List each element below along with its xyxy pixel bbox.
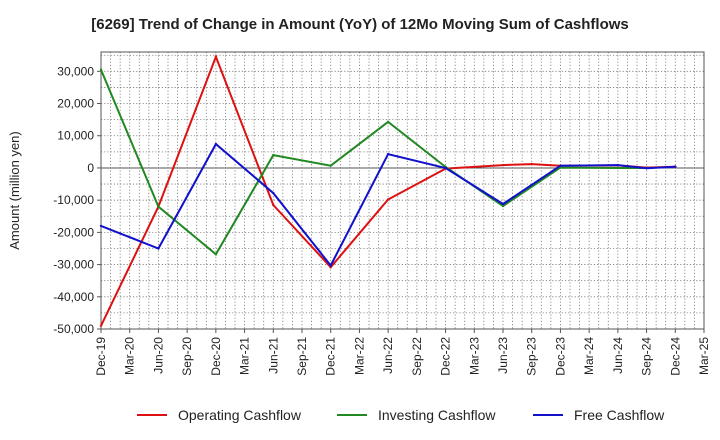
plot-area: [101, 52, 704, 329]
y-tick-label: -50,000: [53, 322, 94, 336]
data-point: [386, 198, 390, 201]
data-point: [157, 247, 160, 250]
y-tick-label: -20,000: [53, 225, 94, 239]
data-point: [99, 324, 103, 327]
x-tick-label: Mar-22: [352, 337, 366, 375]
legend-label: Investing Cashflow: [378, 407, 496, 423]
data-point: [616, 163, 620, 167]
legend-label: Free Cashflow: [574, 407, 665, 423]
data-point: [501, 204, 505, 208]
y-tick-label: 30,000: [57, 64, 94, 78]
x-tick-label: Dec-20: [209, 337, 223, 376]
data-point: [272, 191, 275, 195]
data-point: [501, 163, 505, 167]
data-point: [99, 68, 103, 71]
x-tick-label: Sep-21: [295, 337, 309, 376]
data-point: [559, 164, 562, 167]
series-line-2: [100, 142, 676, 268]
data-point: [329, 266, 332, 269]
x-tick-label: Sep-20: [180, 337, 194, 376]
chart-title: [6269] Trend of Change in Amount (YoY) o…: [91, 16, 629, 33]
data-point: [501, 202, 505, 206]
x-tick-label: Sep-23: [525, 337, 539, 376]
data-point: [214, 253, 218, 256]
legend-label: Operating Cashflow: [178, 407, 302, 423]
x-tick-label: Jun-21: [266, 337, 280, 374]
y-tick-label: -40,000: [53, 290, 94, 304]
y-tick-label: -10,000: [53, 193, 94, 207]
x-tick-label: Dec-19: [94, 337, 108, 376]
x-tick-label: Dec-23: [553, 337, 567, 376]
y-tick-label: 0: [87, 161, 94, 175]
data-point: [157, 205, 160, 208]
data-point: [99, 224, 103, 228]
data-point: [616, 166, 620, 170]
y-axis-title: Amount (million yen): [7, 131, 22, 250]
data-point: [329, 264, 332, 267]
x-tick-label: Dec-21: [324, 337, 338, 376]
data-point: [645, 167, 648, 170]
data-point: [329, 164, 332, 167]
x-tick-label: Jun-22: [381, 337, 395, 374]
x-tick-label: Jun-24: [611, 337, 625, 374]
data-point: [214, 142, 218, 146]
data-point: [272, 203, 275, 207]
data-point: [444, 166, 447, 170]
data-point: [530, 162, 533, 166]
x-tick-label: Jun-23: [496, 337, 510, 374]
series-layer: [99, 54, 677, 327]
x-tick-label: Mar-25: [697, 337, 711, 375]
x-tick-label: Mar-23: [467, 337, 481, 375]
y-tick-label: 10,000: [57, 129, 94, 143]
x-tick-label: Mar-21: [238, 337, 252, 375]
x-tick-label: Jun-20: [151, 337, 165, 374]
data-point: [272, 153, 275, 157]
x-tick-label: Sep-24: [640, 337, 654, 376]
axis-layer: -50,000 -40,000 -30,000 -20,000 -10,000 0 10,0…: [7, 51, 711, 376]
x-tick-label: Sep-22: [410, 337, 424, 376]
x-tick-label: Mar-20: [123, 337, 137, 375]
x-tick-label: Mar-24: [582, 337, 596, 375]
plot-border: [100, 51, 705, 330]
y-tick-label: 20,000: [57, 97, 94, 111]
data-point: [386, 152, 390, 156]
data-point: [386, 120, 390, 124]
y-tick-label: -30,000: [53, 258, 94, 272]
x-tick-label: Dec-24: [668, 337, 682, 376]
x-tick-label: Dec-22: [439, 337, 453, 376]
data-point: [674, 165, 677, 168]
data-point: [214, 55, 218, 58]
legend: Operating Cashflow Investing Cashflow Free…: [137, 407, 665, 423]
